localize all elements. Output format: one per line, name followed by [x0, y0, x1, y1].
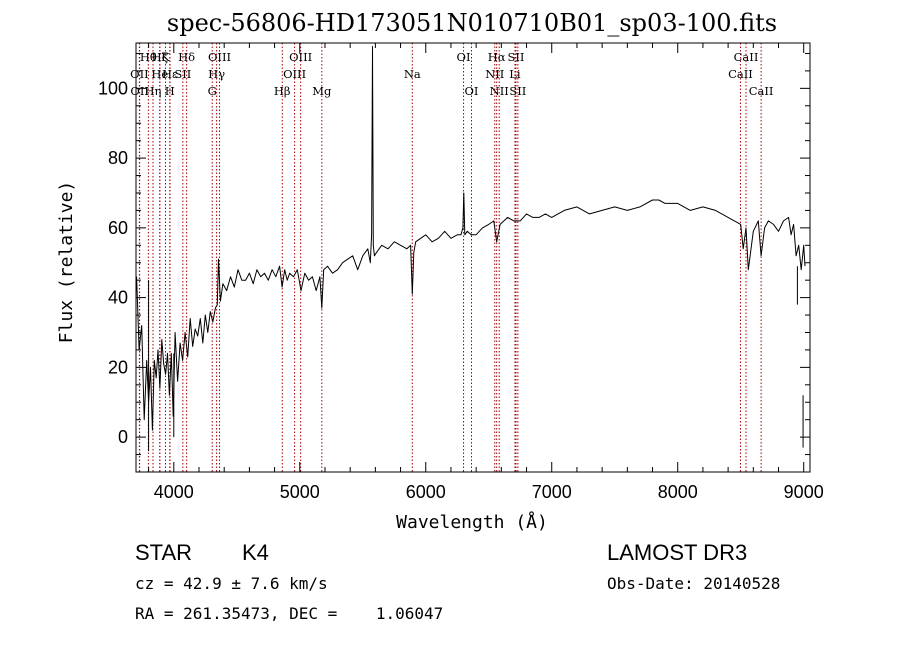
- line-marker-label-13: G: [208, 84, 217, 98]
- line-marker-label-18: Na: [404, 67, 421, 81]
- y-tick-label-60: 60: [108, 218, 128, 238]
- x-tick-label-8000: 8000: [658, 482, 698, 502]
- line-marker-label-15: OIII: [289, 50, 312, 64]
- line-marker-label-22: NII: [485, 67, 504, 81]
- line-marker-label-19: OI: [457, 50, 471, 64]
- obs-date: Obs-Date: 20140528: [607, 574, 781, 593]
- x-tick-label-6000: 6000: [406, 482, 446, 502]
- object-subclass: K4: [242, 540, 269, 565]
- survey-name: LAMOST DR3: [607, 540, 748, 565]
- line-marker-label-10: Hδ: [178, 50, 195, 64]
- line-marker-label-1: OII: [130, 67, 149, 81]
- line-marker-label-23: NII: [490, 84, 509, 98]
- line-marker-label-26: SII: [509, 84, 526, 98]
- y-axis: 0 20 40 60 80 100: [98, 52, 810, 473]
- line-marker-label-8: H: [165, 84, 175, 98]
- plot-frame: [135, 42, 811, 473]
- line-marker-label-11: OIII: [208, 50, 231, 64]
- line-marker-label-16: OIII: [283, 67, 306, 81]
- line-marker-label-29: CaII: [749, 84, 774, 98]
- line-marker-label-6: K: [161, 50, 170, 64]
- line-marker-label-9: SII: [174, 67, 191, 81]
- y-tick-label-100: 100: [98, 78, 128, 98]
- line-marker-label-28: CaII: [728, 67, 753, 81]
- y-tick-label-80: 80: [108, 148, 128, 168]
- y-axis-label: Flux (relative): [56, 181, 77, 344]
- x-axis-label: Wavelength (Å): [396, 511, 548, 533]
- line-marker-label-24: SII: [507, 50, 524, 64]
- line-marker-label-7: Hε: [162, 67, 178, 81]
- x-tick-label-4000: 4000: [154, 482, 194, 502]
- line-marker-label-12: Hγ: [208, 67, 225, 81]
- y-tick-label-40: 40: [108, 288, 128, 308]
- line-marker-label-17: Mg: [312, 84, 332, 98]
- line-marker-label-20: OI: [464, 84, 478, 98]
- line-marker-label-3: Hη: [145, 84, 162, 98]
- x-tick-label-9000: 9000: [784, 482, 824, 502]
- coordinates: RA = 261.35473, DEC = 1.06047: [135, 604, 444, 623]
- y-tick-label-0: 0: [118, 427, 128, 447]
- chart-title: spec-56806-HD173051N010710B01_sp03-100.f…: [167, 9, 777, 37]
- x-tick-label-7000: 7000: [532, 482, 572, 502]
- spectrum-line: [136, 46, 806, 431]
- line-marker-label-4: Hζ: [152, 50, 168, 64]
- line-marker-label-14: Hβ: [274, 84, 291, 98]
- line-marker-label-21: Hα: [488, 50, 506, 64]
- x-axis: 4000 5000 6000 7000 8000 9000: [148, 43, 824, 502]
- line-marker-label-25: Li: [509, 67, 521, 81]
- velocity-readout: cz = 42.9 ± 7.6 km/s: [135, 574, 328, 593]
- spectrum-series: [136, 46, 806, 452]
- x-tick-label-5000: 5000: [280, 482, 320, 502]
- line-marker-label-27: CaII: [734, 50, 759, 64]
- line-marker-label-5: He: [151, 67, 168, 81]
- object-class: STAR: [135, 540, 193, 565]
- line-marker-label-2: OII: [130, 84, 149, 98]
- y-tick-label-20: 20: [108, 357, 128, 377]
- line-marker-label-0: Hθ: [140, 50, 157, 64]
- line-markers: [138, 43, 762, 472]
